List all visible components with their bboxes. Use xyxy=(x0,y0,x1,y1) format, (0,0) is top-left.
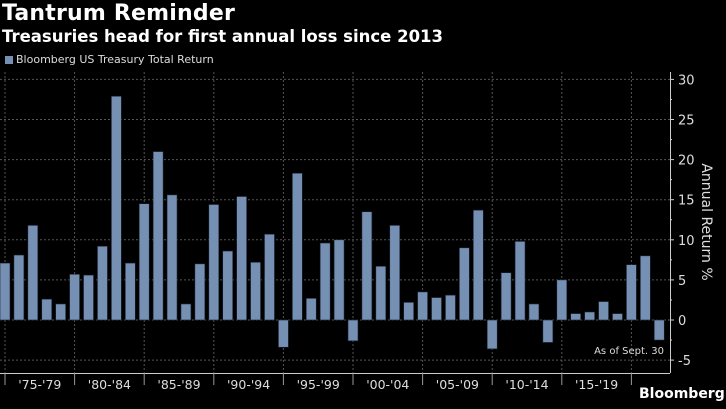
bar-2009 xyxy=(486,319,498,350)
bloomberg-brand: Bloomberg xyxy=(639,386,726,402)
bar-1988 xyxy=(194,263,206,321)
y-tick-label: 20 xyxy=(678,154,695,169)
legend-swatch xyxy=(5,55,13,64)
y-tick-label: 5 xyxy=(678,274,686,289)
bar-1993 xyxy=(264,233,275,321)
bar-1981 xyxy=(97,245,108,321)
y-tick-label: 10 xyxy=(678,234,695,249)
bar-1983 xyxy=(124,262,136,321)
bar-1978 xyxy=(55,303,66,321)
bar-1974 xyxy=(0,262,11,321)
x-axis: '75-'79 '80-'84 '85-'89 '90-'94 '95-'99 '00-'… xyxy=(0,373,670,392)
legend-label: Bloomberg US Treasury Total Return xyxy=(16,53,214,66)
y-axis-label: Annual Return % xyxy=(698,163,714,280)
chart-subtitle: Treasuries head for first annual loss si… xyxy=(2,27,444,46)
annotation: As of Sept. 30 xyxy=(594,346,664,357)
bar-1979 xyxy=(69,273,80,321)
bar-2015 xyxy=(570,313,582,321)
y-tick-label: 15 xyxy=(678,194,695,209)
bar-2002 xyxy=(389,225,401,321)
bar-1989 xyxy=(208,204,220,321)
bars xyxy=(0,95,665,350)
bar-2017 xyxy=(598,301,609,321)
bar-2003 xyxy=(403,302,414,321)
bar-2007 xyxy=(459,247,470,321)
bar-2012 xyxy=(528,303,540,321)
bar-2014 xyxy=(556,279,568,321)
bar-2013 xyxy=(542,319,554,343)
bar-1996 xyxy=(305,298,317,321)
y-tick-label: 25 xyxy=(678,114,695,129)
bar-2021 xyxy=(653,319,665,341)
y-tick-label: -5 xyxy=(678,354,691,369)
bar-1992 xyxy=(250,261,261,321)
bar-2011 xyxy=(514,241,526,321)
bar-1997 xyxy=(319,242,331,321)
x-group-label: '90-'94 xyxy=(227,377,270,392)
bar-2010 xyxy=(500,272,512,321)
y-tick-label: 30 xyxy=(678,73,695,88)
bar-1975 xyxy=(13,254,25,321)
x-group-label: '75-'79 xyxy=(18,377,61,392)
bar-1998 xyxy=(333,239,345,321)
x-group-label: '95-'99 xyxy=(297,377,340,392)
x-group-label: '10-'14 xyxy=(505,377,548,392)
gridlines xyxy=(0,72,670,373)
bar-1995 xyxy=(292,172,303,321)
brand-name: Bloomberg xyxy=(639,386,725,402)
bar-1986 xyxy=(166,194,178,321)
bar-1999 xyxy=(347,319,359,342)
bar-1977 xyxy=(41,298,53,321)
x-group-label: '85-'89 xyxy=(157,377,200,392)
bar-2018 xyxy=(612,313,623,321)
bar-2008 xyxy=(472,209,484,321)
bar-2001 xyxy=(375,265,387,321)
x-group-label: '05-'09 xyxy=(436,377,479,392)
bar-1990 xyxy=(222,250,234,321)
legend: Bloomberg US Treasury Total Return xyxy=(5,53,214,66)
y-axis: -5 0 5 10 15 20 25 30 xyxy=(670,72,695,373)
bar-1980 xyxy=(83,274,94,321)
bar-1991 xyxy=(236,196,247,321)
bar-2000 xyxy=(361,211,373,321)
bar-2005 xyxy=(431,297,442,321)
bar-2020 xyxy=(640,255,651,321)
bar-1985 xyxy=(152,151,164,321)
bar-2016 xyxy=(584,311,595,321)
x-group-label: '80-'84 xyxy=(88,377,131,392)
bar-1994 xyxy=(278,319,289,348)
bar-1976 xyxy=(27,225,39,321)
bar-2019 xyxy=(626,264,637,321)
bar-2006 xyxy=(445,294,456,321)
y-tick-label: 0 xyxy=(678,314,686,329)
bar-2004 xyxy=(417,291,428,321)
bar-1984 xyxy=(138,203,150,321)
x-group-label: '00-'04 xyxy=(366,377,409,392)
chart-title: Tantrum Reminder xyxy=(2,1,235,26)
bar-1982 xyxy=(111,95,122,321)
x-group-label: '15-'19 xyxy=(575,377,618,392)
bar-1987 xyxy=(180,303,192,321)
